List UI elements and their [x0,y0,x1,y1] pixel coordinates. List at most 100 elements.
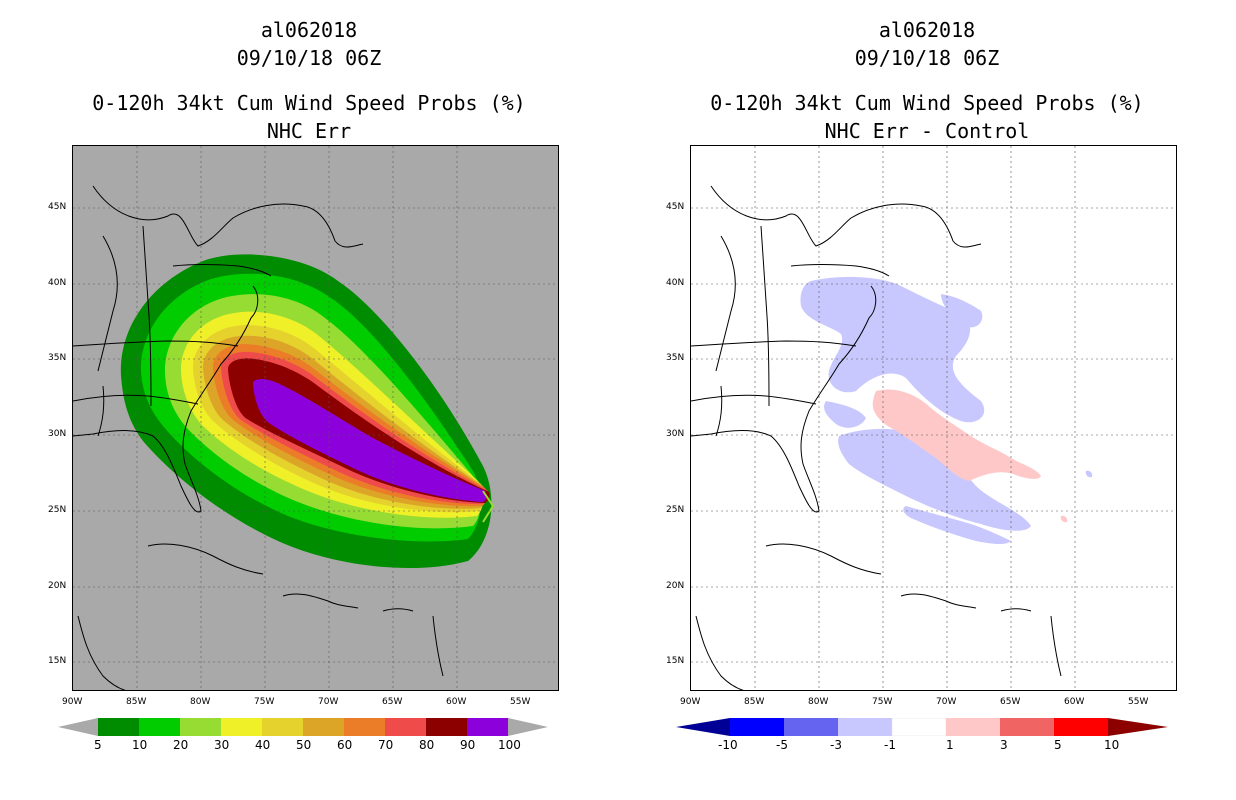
lon-label: 90W [62,697,83,707]
lon-label: 75W [872,697,893,707]
colorbar-swatch [139,718,180,736]
lat-label: 30N [48,429,67,439]
colorbar-label: -10 [718,738,738,752]
lat-label: 30N [666,429,685,439]
difference-map-svg [691,146,1176,690]
probability-map [72,145,559,691]
colorbar [58,718,548,736]
colorbar-label: -3 [830,738,842,752]
coastlines [691,185,1062,690]
colorbar-swatch [891,718,947,736]
colorbar-swatch [838,718,892,736]
colorbar-label: 5 [1054,738,1062,752]
lat-label: 45N [48,202,67,212]
diff-plus1-frag [989,451,1019,470]
colorbar-over-arrow [508,718,548,736]
lon-label: 70W [318,697,339,707]
colorbar-label: 30 [214,738,230,752]
datetime: 09/10/18 06Z [854,46,1000,70]
lon-label: 65W [1000,697,1021,707]
diff-minus1-south [903,506,1011,545]
graticule [73,146,558,690]
lon-label: 55W [510,697,531,707]
colorbar-swatch [98,718,139,736]
lat-label: 35N [666,353,685,363]
colorbar-swatch [1054,718,1108,736]
left-panel: al062018 09/10/18 06Z 0-120h 34kt Cum Wi… [48,18,559,752]
colorbar-swatch [784,718,838,736]
probability-swath [120,254,495,569]
colorbar-swatch [344,718,385,736]
probability-map-svg [73,146,558,690]
graticule [691,146,1176,690]
lon-label: 70W [936,697,957,707]
colorbar-label: 1 [946,738,954,752]
colorbar-swatch [426,718,467,736]
colorbar-swatch [303,718,344,736]
diff-plus1-frag2 [1060,515,1068,523]
diff-minus1-north [800,276,985,423]
lat-label: 45N [666,202,685,212]
colorbar-swatch [946,718,1000,736]
colorbar-swatch [467,718,508,736]
colorbar-swatch [730,718,784,736]
lon-label: 65W [382,697,403,707]
lat-label: 15N [48,656,67,666]
difference-map [690,145,1177,691]
right-panel: al062018 09/10/18 06Z 0-120h 34kt Cum Wi… [618,0,1236,800]
lat-label: 40N [48,278,67,288]
colorbar-label: 60 [337,738,353,752]
colorbar-swatch [262,718,303,736]
colorbar-label: 90 [460,738,476,752]
lat-label: 35N [48,353,67,363]
lat-label: 20N [666,581,685,591]
coastlines [73,185,444,690]
lat-label: 25N [666,505,685,515]
lon-label: 80W [190,697,211,707]
product-title: 0-120h 34kt Cum Wind Speed Probs (%) [710,91,1144,115]
subtitle: NHC Err [266,119,352,143]
colorbar-label: 3 [1000,738,1008,752]
colorbar-label: 10 [1104,738,1120,752]
colorbar-label: 70 [378,738,394,752]
colorbar-under-arrow [676,718,730,736]
product-title: 0-120h 34kt Cum Wind Speed Probs (%) [92,91,526,115]
colorbar-label: 20 [173,738,189,752]
colorbar-label: -5 [776,738,788,752]
colorbar-label: 5 [94,738,102,752]
lon-label: 90W [680,697,701,707]
lat-label: 15N [666,656,685,666]
lon-label: 85W [744,697,765,707]
colorbar-label: 80 [419,738,435,752]
lon-label: 55W [1128,697,1149,707]
datetime: 09/10/18 06Z [236,46,382,70]
diff-minus1-mid [838,428,1031,531]
colorbar-label: 10 [132,738,148,752]
lat-label: 20N [48,581,67,591]
lat-label: 25N [48,505,67,515]
colorbar-over-arrow [1108,718,1168,736]
diff-minus1-west [824,401,866,428]
colorbar-label: 50 [296,738,312,752]
colorbar-swatch [180,718,221,736]
lon-label: 60W [446,697,467,707]
prob-100-edge [482,490,495,523]
prob-90 [253,379,487,502]
colorbar-label: 40 [255,738,271,752]
colorbar-swatch [385,718,426,736]
lon-label: 60W [1064,697,1085,707]
colorbar-swatch [1000,718,1054,736]
lon-label: 75W [254,697,275,707]
diff-minus1-north-frag [941,294,983,328]
colorbar-label: -1 [884,738,896,752]
lon-label: 85W [126,697,147,707]
lat-label: 40N [666,278,685,288]
colorbar-swatch [221,718,262,736]
colorbar-label: 100 [498,738,521,752]
lon-label: 80W [808,697,829,707]
diff-minus1-frag2 [1085,470,1093,478]
subtitle: NHC Err - Control [824,119,1030,143]
storm-id: al062018 [260,18,358,42]
colorbar [676,718,1168,736]
storm-id: al062018 [878,18,976,42]
